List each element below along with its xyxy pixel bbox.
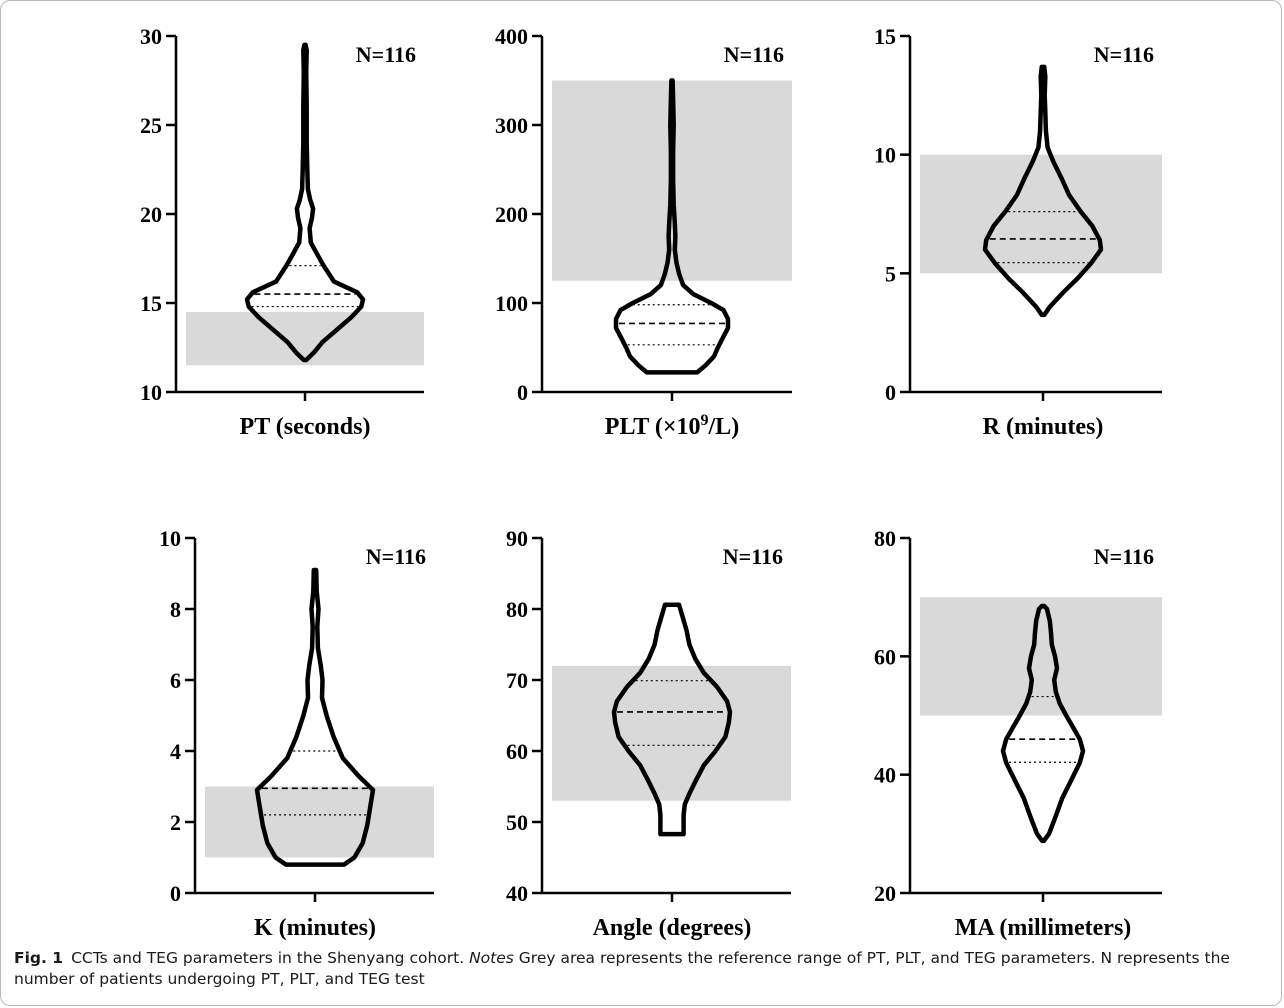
- y-tick-label: 20: [874, 881, 896, 906]
- violin-shape: [244, 42, 366, 363]
- y-tick-label: 60: [506, 739, 528, 764]
- y-tick-label: 15: [140, 291, 162, 316]
- violin-shape: [611, 602, 733, 837]
- x-axis-label-part: /L): [708, 414, 740, 440]
- x-axis-label: Angle (degrees): [593, 915, 752, 940]
- y-tick-label: 40: [874, 763, 896, 788]
- y-tick-label: 80: [874, 526, 896, 551]
- sample-size-label: N=116: [366, 544, 426, 569]
- violin-panel-k: 0 2 4 6 8 10 N=116 K (minutes): [159, 526, 434, 940]
- y-tick-label: 90: [506, 526, 528, 551]
- y-tick-label: 0: [885, 380, 896, 405]
- y-tick-label: 10: [140, 380, 162, 405]
- y-tick-label: 15: [874, 24, 896, 49]
- y-tick-label: 30: [140, 24, 162, 49]
- violin-panel-pt: 10 15 20 25 30 N=116 PT (seconds): [140, 24, 424, 440]
- reference-range-band: [186, 311, 424, 366]
- sample-size-label: N=116: [356, 42, 416, 67]
- y-tick-label: 400: [495, 24, 528, 49]
- x-axis-label-part: 9: [701, 412, 709, 429]
- y-tick-label: 6: [170, 668, 181, 693]
- reference-range-band: [205, 786, 434, 858]
- y-tick-label: 300: [495, 113, 528, 138]
- violin-shape: [982, 64, 1104, 318]
- x-axis-label: PLT (×109/L): [605, 412, 739, 440]
- y-tick-label: 70: [506, 668, 528, 693]
- violin-shape: [1000, 603, 1086, 844]
- sample-size-label: N=116: [724, 42, 784, 67]
- y-tick-label: 8: [170, 597, 181, 622]
- caption-text-2: Grey area represents the reference range…: [14, 949, 1230, 988]
- caption-notes-word: Notes: [469, 949, 514, 967]
- y-tick-label: 2: [170, 810, 181, 835]
- caption-label: Fig. 1: [14, 949, 64, 967]
- figure-caption: Fig. 1 CCTs and TEG parameters in the She…: [14, 948, 1264, 990]
- y-tick-label: 80: [506, 597, 528, 622]
- y-tick-label: 100: [495, 291, 528, 316]
- y-tick-label: 50: [506, 810, 528, 835]
- x-axis-label: R (minutes): [983, 414, 1104, 440]
- violin-panel-angle: 40 50 60 70 80 90 N=116 Angle (degrees): [506, 526, 791, 940]
- y-tick-label: 60: [874, 644, 896, 669]
- x-axis-label: K (minutes): [254, 915, 376, 940]
- violin-panel-r: 0 5 10 15 N=116 R (minutes): [874, 24, 1162, 440]
- caption-text-1: CCTs and TEG parameters in the Shenyang …: [71, 949, 470, 967]
- y-tick-label: 5: [885, 261, 896, 286]
- y-tick-label: 40: [506, 881, 528, 906]
- x-axis-label-part: PLT (×10: [605, 414, 701, 440]
- y-tick-label: 10: [874, 143, 896, 168]
- reference-range-band: [552, 665, 791, 801]
- sample-size-label: N=116: [1094, 544, 1154, 569]
- sample-size-label: N=116: [723, 544, 783, 569]
- y-tick-label: 20: [140, 202, 162, 227]
- x-axis-label: PT (seconds): [240, 414, 371, 440]
- violin-panel-ma: 20 40 60 80 N=116 MA (millimeters): [874, 526, 1162, 940]
- reference-range-band: [920, 154, 1162, 274]
- y-tick-label: 4: [170, 739, 181, 764]
- violin-panel-plt: 0 100 200 300 400 N=116 PLT (×109/L): [495, 24, 792, 440]
- sample-size-label: N=116: [1094, 42, 1154, 67]
- violin-shape: [254, 567, 376, 867]
- y-tick-label: 0: [170, 881, 181, 906]
- y-tick-label: 25: [140, 113, 162, 138]
- violin-shape: [613, 78, 731, 375]
- reference-range-band: [920, 597, 1162, 716]
- y-tick-label: 200: [495, 202, 528, 227]
- x-axis-label: MA (millimeters): [955, 915, 1132, 940]
- y-tick-label: 0: [517, 380, 528, 405]
- y-tick-label: 10: [159, 526, 181, 551]
